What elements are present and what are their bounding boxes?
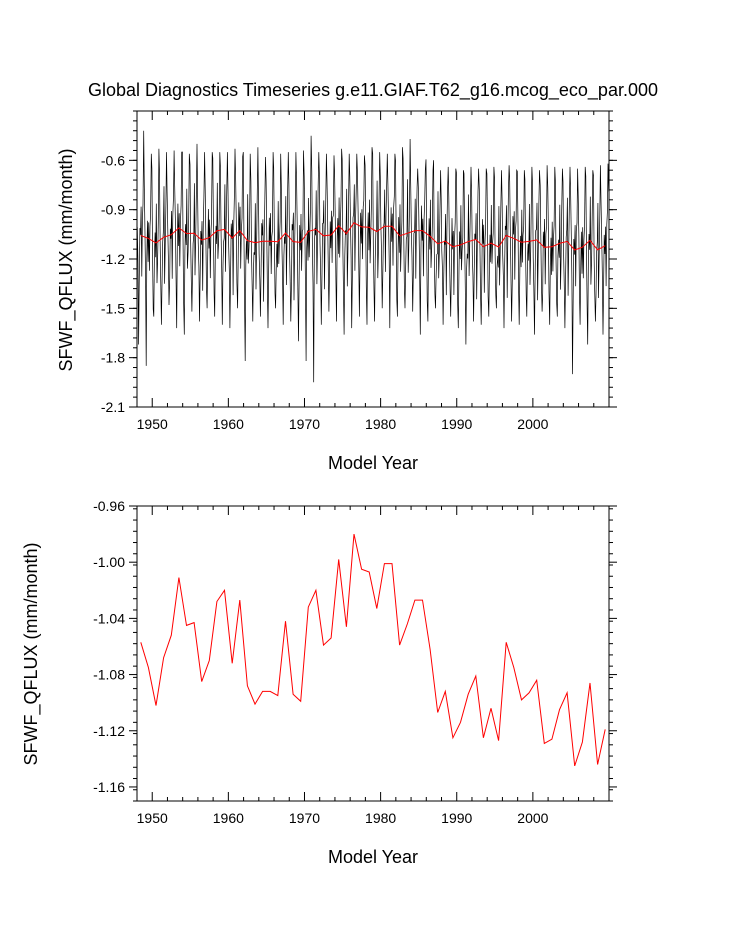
bottom-x-tick-label: 1970: [289, 810, 320, 826]
bottom-y-tick-label: -1.16: [93, 779, 125, 795]
top-x-axis-title: Model Year: [328, 453, 418, 473]
bottom-x-tick-label: 1950: [137, 810, 168, 826]
top-ticks-group: 1950 1960 1970 1980 1990 2000 -2.1 -1.8 -1.5 -1.2…: [101, 110, 617, 432]
bottom-y-tick-label: -1.00: [93, 554, 125, 570]
bottom-y-tick-label: -1.12: [93, 723, 125, 739]
bottom-panel: 1950 1960 1970 1980 1990 2000 -1.16 -1.12 -1.08 -…: [21, 498, 617, 867]
bottom-ticks-group: 1950 1960 1970 1980 1990 2000 -1.16 -1.12 -1.08 -…: [93, 498, 617, 826]
bottom-x-tick-label: 1990: [441, 810, 472, 826]
bottom-x-tick-label: 1960: [213, 810, 244, 826]
bottom-series-group: [140, 533, 606, 767]
bottom-y-tick-label: -1.04: [93, 610, 125, 626]
chart-title: Global Diagnostics Timeseries g.e11.GIAF…: [88, 80, 658, 101]
top-y-tick-label: -1.2: [101, 251, 125, 267]
top-panel: Global Diagnostics Timeseries g.e11.GIAF…: [56, 80, 658, 473]
bottom-x-tick-label: 1980: [365, 810, 396, 826]
bottom-y-axis-title: SFWF_QFLUX (mm/month): [21, 542, 42, 765]
top-x-tick-label: 2000: [517, 416, 548, 432]
top-y-tick-label: -1.5: [101, 300, 125, 316]
top-y-tick-label: -2.1: [101, 399, 125, 415]
bottom-x-tick-label: 2000: [517, 810, 548, 826]
top-y-tick-label: -0.6: [101, 152, 125, 168]
top-series-group: [136, 130, 610, 383]
bottom-x-axis-title: Model Year: [328, 847, 418, 867]
top-x-tick-label: 1990: [441, 416, 472, 432]
top-monthly-series-line: [136, 130, 610, 383]
bottom-annual-mean-line: [140, 533, 606, 767]
top-x-tick-label: 1950: [137, 416, 168, 432]
top-x-tick-label: 1970: [289, 416, 320, 432]
bottom-plot-frame: [136, 505, 610, 802]
top-x-tick-label: 1980: [365, 416, 396, 432]
top-x-tick-label: 1960: [213, 416, 244, 432]
top-y-axis-title: SFWF_QFLUX (mm/month): [56, 148, 77, 371]
bottom-y-tick-label: -1.08: [93, 667, 125, 683]
top-y-tick-label: -0.9: [101, 202, 125, 218]
top-annual-mean-line: [140, 222, 606, 251]
top-y-tick-label: -1.8: [101, 350, 125, 366]
bottom-y-tick-label: -0.96: [93, 498, 125, 514]
